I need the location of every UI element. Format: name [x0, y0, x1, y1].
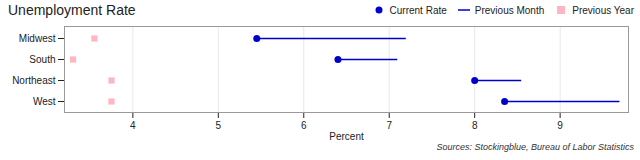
- svg-text:Northeast: Northeast: [12, 75, 56, 86]
- svg-text:6: 6: [301, 120, 307, 131]
- svg-text:Percent: Percent: [329, 131, 364, 142]
- svg-text:5: 5: [216, 120, 222, 131]
- svg-text:West: West: [33, 96, 56, 107]
- svg-text:South: South: [29, 54, 55, 65]
- html-text:Sources: Stockingblue, Bureau: Sources: Stockingblue, Bureau of Labor S…: [436, 142, 634, 152]
- svg-text:9: 9: [557, 120, 563, 131]
- svg-text:7: 7: [386, 120, 392, 131]
- html-text:Previous Month: Previous Month: [474, 4, 545, 16]
- svg-text:Midwest: Midwest: [19, 33, 56, 44]
- svg-text:8: 8: [472, 120, 478, 131]
- svg-text:4: 4: [130, 120, 136, 131]
- html-text:Previous Year: Previous Year: [572, 4, 634, 16]
- html-text:Current Rate: Current Rate: [389, 4, 447, 16]
- html-text:Unemployment Rate: Unemployment Rate: [8, 2, 136, 18]
